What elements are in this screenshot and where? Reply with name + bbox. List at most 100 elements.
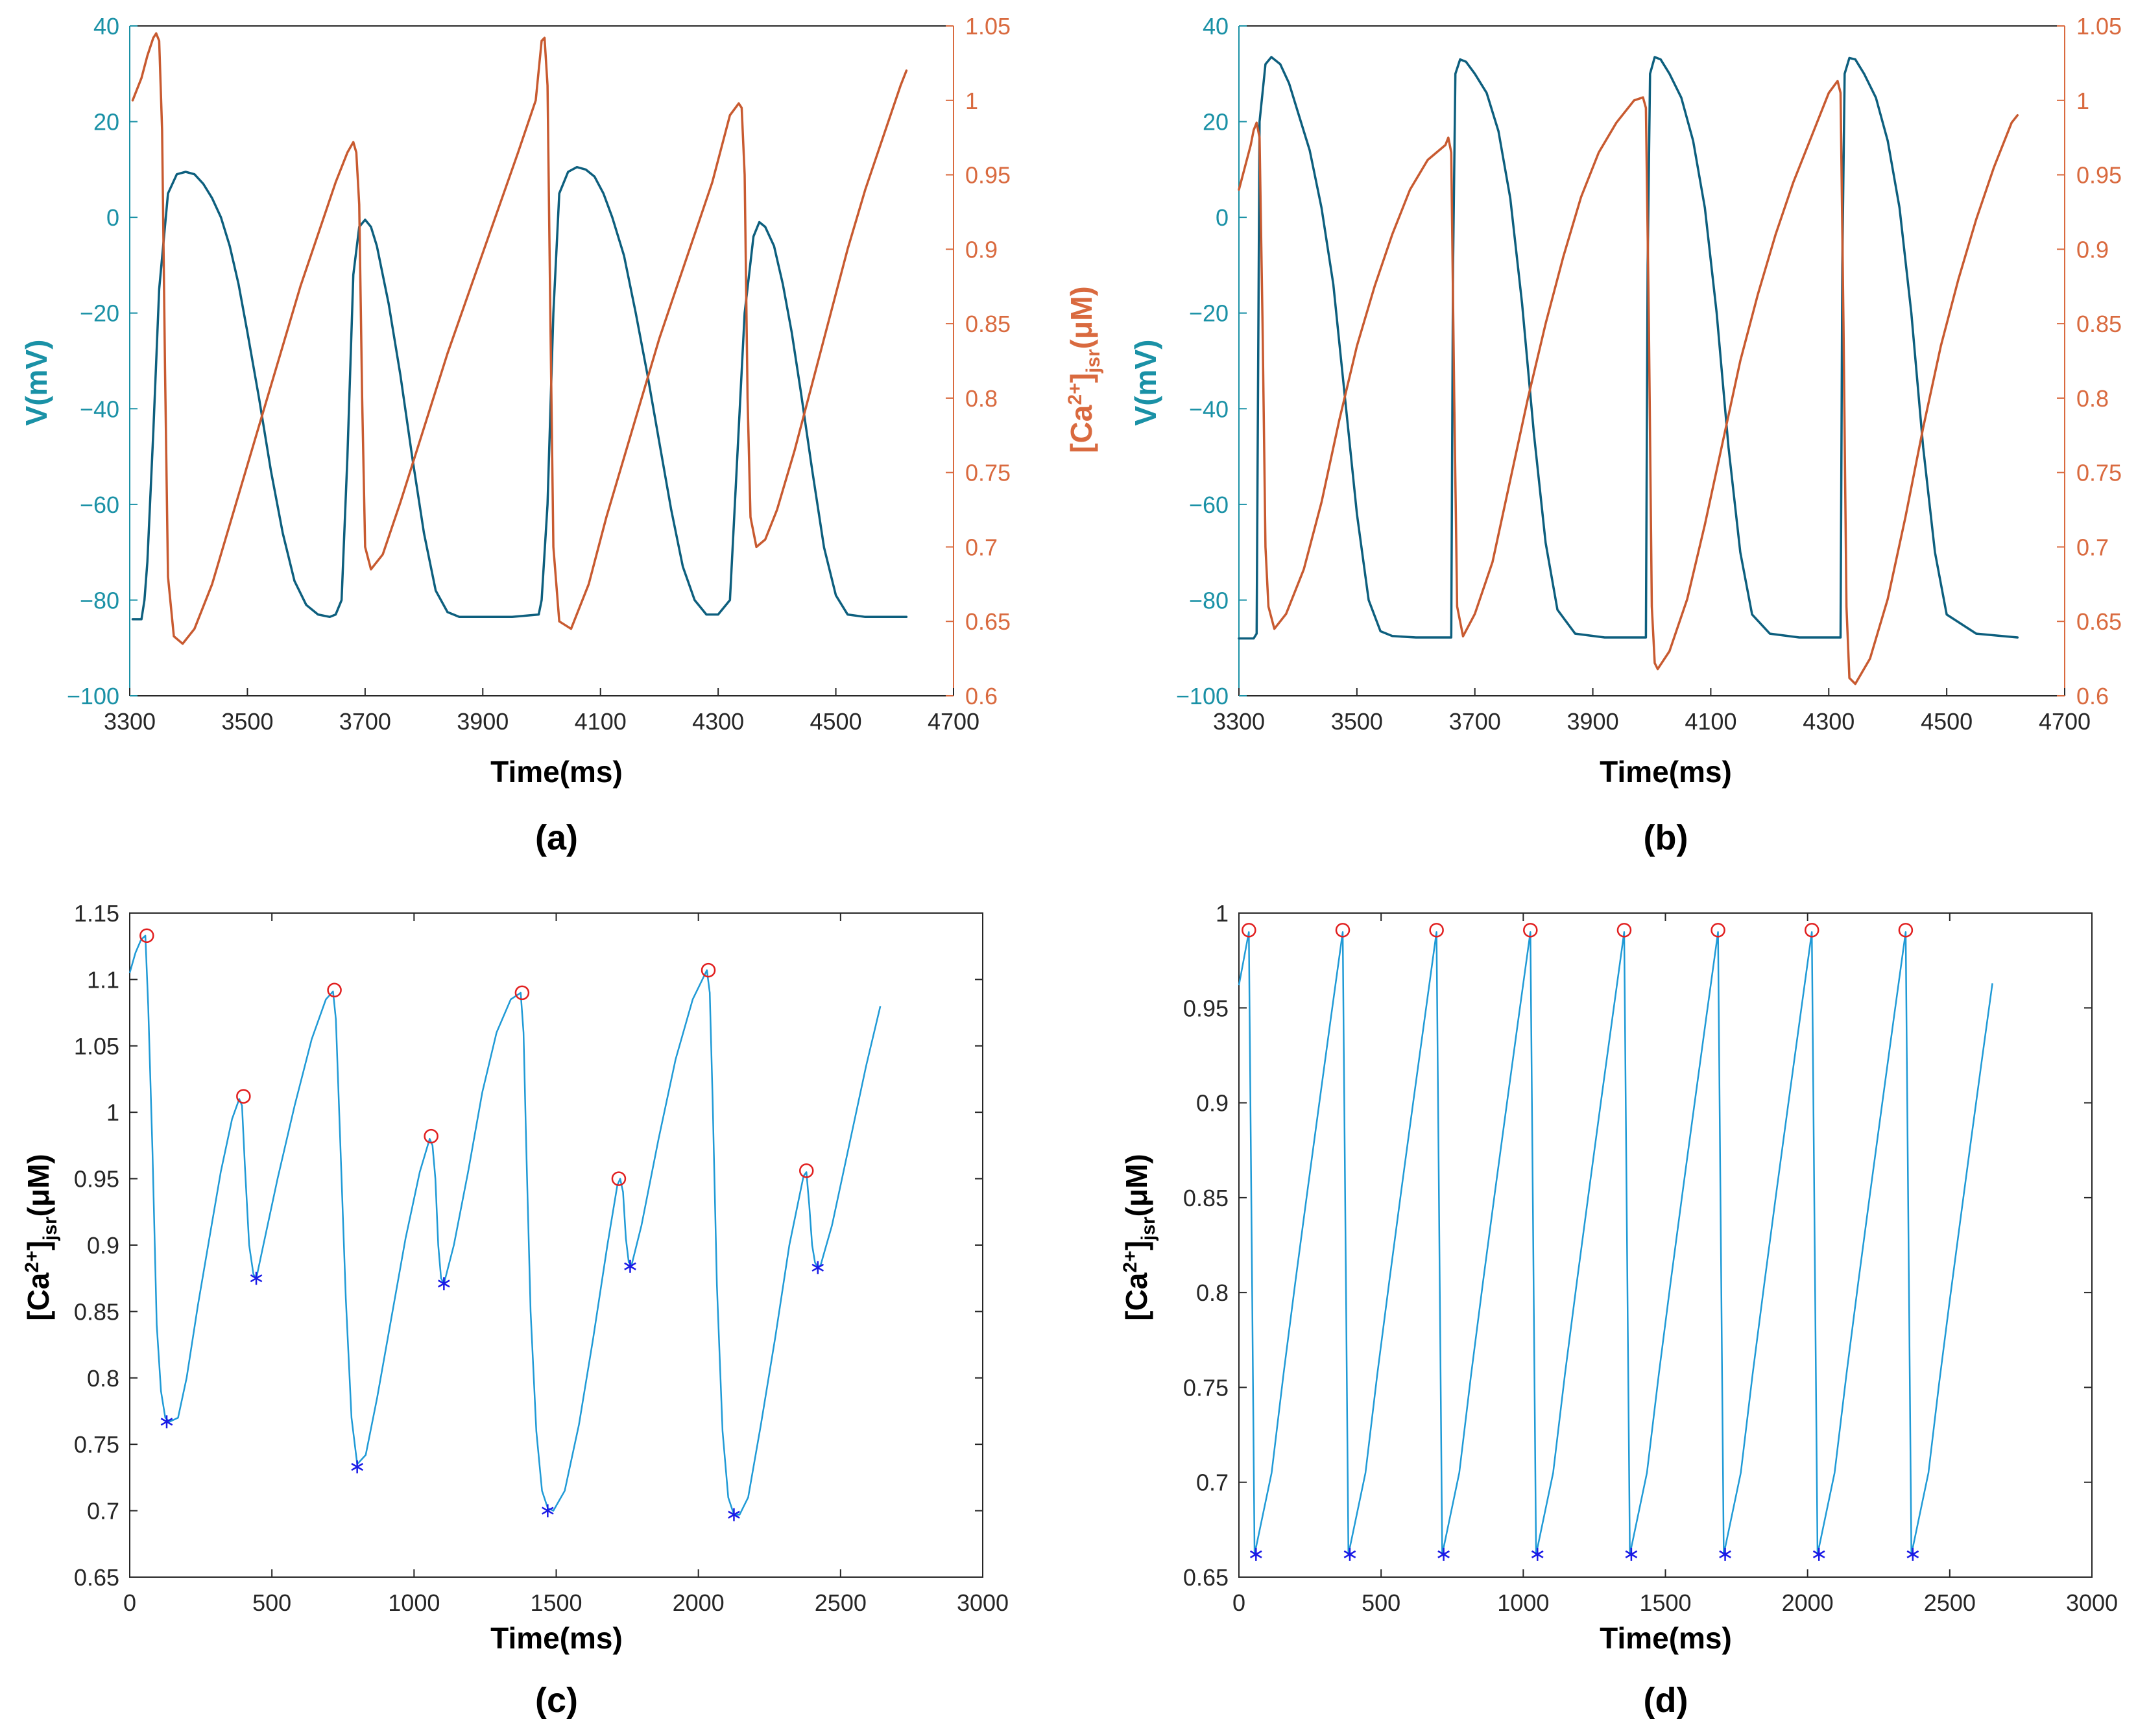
y-tick-label-c: 1.05	[74, 1033, 119, 1060]
peak-marker-c	[611, 1171, 627, 1186]
y-tick-label-right-b: 1.05	[2076, 13, 2122, 40]
ylabel-left-b: V(mV)	[1129, 340, 1162, 426]
trough-marker-c	[160, 1415, 173, 1429]
peak-marker-c	[701, 962, 716, 978]
y-tick-label-left-a: 20	[93, 109, 119, 136]
trough-marker-c	[542, 1504, 554, 1517]
peak-marker-d	[1523, 923, 1538, 938]
x-tick-label-c: 0	[123, 1589, 136, 1616]
y-tick-label-d: 0.95	[1183, 995, 1229, 1021]
trough-marker-d	[1719, 1547, 1731, 1561]
plot-area-c: 0 500 1000 1500 2000 2500 3000 1.15 1.1 1.05 1 0.95…	[74, 900, 1009, 1616]
x-tick-label-b: 4700	[2039, 708, 2091, 735]
panel-b: 3300 3500 3700 3900 4100 4300 4500 4700 40 20 0 −20…	[1129, 13, 2122, 857]
x-tick-label-d: 500	[1362, 1589, 1400, 1616]
x-tick-label-b: 4300	[1803, 708, 1855, 735]
y-tick-label-right-b: 0.8	[2076, 385, 2109, 412]
x-tick-label-a: 4700	[928, 708, 979, 735]
y-tick-label-right-b: 0.95	[2076, 162, 2122, 189]
trough-marker-d	[1249, 1547, 1262, 1561]
trough-marker-c	[728, 1508, 740, 1521]
y-tick-label-right-b: 0.65	[2076, 608, 2122, 635]
x-tick-label-b: 3900	[1567, 708, 1619, 735]
x-tick-label-a: 4100	[575, 708, 627, 735]
ylabel-text-d: [Ca2+]jsr(μM)	[1120, 1154, 1159, 1320]
y-tick-label-right-b: 0.75	[2076, 460, 2122, 486]
peak-marker-d	[1616, 923, 1632, 938]
plot-area-d: 0 500 1000 1500 2000 2500 3000 1 0.95 0.9 0.85 0.8 0…	[1183, 900, 2118, 1616]
y-tick-label-right-b: 0.7	[2076, 534, 2109, 560]
peak-marker-d	[1711, 923, 1725, 938]
peak-marker-c	[514, 985, 530, 1001]
y-tick-label-right-a: 0.85	[965, 311, 1011, 337]
y-tick-label-left-b: −40	[1189, 396, 1229, 422]
y-tick-label-left-b: 0	[1216, 204, 1229, 231]
x-tick-label-b: 4100	[1685, 708, 1736, 735]
y-tick-label-d: 0.65	[1183, 1564, 1229, 1591]
panel-label-d: (d)	[1644, 1681, 1688, 1720]
y-tick-label-c: 0.8	[87, 1365, 119, 1392]
y-tick-label-c: 0.95	[74, 1166, 119, 1193]
x-tick-label-c: 2500	[815, 1589, 867, 1616]
x-tick-label-a: 3500	[221, 708, 273, 735]
trough-marker-c	[624, 1259, 636, 1273]
ylabel-right-text-a: [Ca2+]jsr(μM)	[1064, 286, 1104, 453]
y-tick-label-c: 0.65	[74, 1564, 119, 1591]
xlabel-c: Time(ms)	[490, 1621, 623, 1655]
calcium-line-a	[131, 32, 908, 645]
peak-marker-c	[798, 1163, 814, 1178]
trough-marker-d	[1906, 1547, 1919, 1561]
trough-marker-c	[351, 1460, 363, 1474]
y-tick-label-right-a: 0.9	[965, 236, 998, 263]
ylabel-right-a: [Ca2+]jsr(μM)	[1064, 286, 1104, 453]
y-tick-label-left-a: −60	[80, 492, 119, 518]
y-tick-label-right-b: 0.85	[2076, 311, 2122, 337]
x-tick-label-b: 3300	[1213, 708, 1265, 735]
y-tick-label-right-a: 1	[965, 88, 978, 114]
trough-marker-c	[438, 1277, 450, 1290]
peak-marker-c	[236, 1089, 251, 1104]
y-tick-label-right-a: 0.95	[965, 162, 1011, 189]
y-tick-label-right-a: 0.65	[965, 608, 1011, 635]
peak-marker-d	[1804, 923, 1819, 938]
y-tick-label-left-a: −100	[67, 683, 119, 709]
panel-label-a: (a)	[535, 818, 578, 857]
x-tick-label-c: 1500	[530, 1589, 582, 1616]
y-tick-label-c: 1.15	[74, 900, 119, 927]
trough-marker-c	[811, 1261, 824, 1274]
ylabel-left-text-a: V(mV)	[19, 340, 53, 426]
axes-box-c	[129, 912, 983, 1578]
y-tick-label-c: 0.85	[74, 1298, 119, 1325]
y-tick-label-left-b: −100	[1176, 683, 1229, 709]
peak-marker-d	[1335, 923, 1351, 938]
y-tick-label-c: 1	[106, 1099, 119, 1126]
ylabel-left-a: V(mV)	[19, 340, 53, 426]
calcium-line-d	[1238, 931, 1993, 1556]
x-tick-label-c: 2000	[673, 1589, 725, 1616]
y-tick-label-d: 1	[1216, 900, 1229, 927]
calcium-line-b	[1238, 80, 2019, 685]
peak-marker-d	[1242, 923, 1256, 938]
x-tick-label-d: 0	[1232, 1589, 1245, 1616]
y-tick-label-left-a: 40	[93, 13, 119, 40]
trough-marker-d	[1625, 1547, 1638, 1561]
xlabel-a: Time(ms)	[490, 755, 623, 789]
y-tick-label-d: 0.75	[1183, 1374, 1229, 1401]
y-tick-label-left-a: −20	[80, 300, 119, 327]
xlabel-b: Time(ms)	[1600, 755, 1732, 789]
axes-box-d	[1238, 912, 2093, 1578]
panel-d: 0 500 1000 1500 2000 2500 3000 1 0.95 0.9 0.85 0.8 0…	[1120, 900, 2118, 1720]
y-tick-label-right-a: 0.8	[965, 385, 998, 412]
x-tick-label-c: 3000	[957, 1589, 1009, 1616]
panel-label-b: (b)	[1644, 818, 1688, 857]
peak-marker-d	[1429, 923, 1444, 938]
trough-marker-d	[1437, 1547, 1450, 1561]
voltage-line-a	[131, 165, 908, 621]
plot-area-a: 3300 3500 3700 3900 4100 4300 4500 4700 40 20 0 −20…	[67, 13, 1011, 735]
y-tick-label-d: 0.7	[1196, 1469, 1229, 1496]
y-tick-label-right-b: 0.9	[2076, 236, 2109, 263]
y-tick-label-c: 0.75	[74, 1431, 119, 1458]
x-tick-label-a: 3700	[339, 708, 391, 735]
trough-marker-d	[1812, 1547, 1825, 1561]
